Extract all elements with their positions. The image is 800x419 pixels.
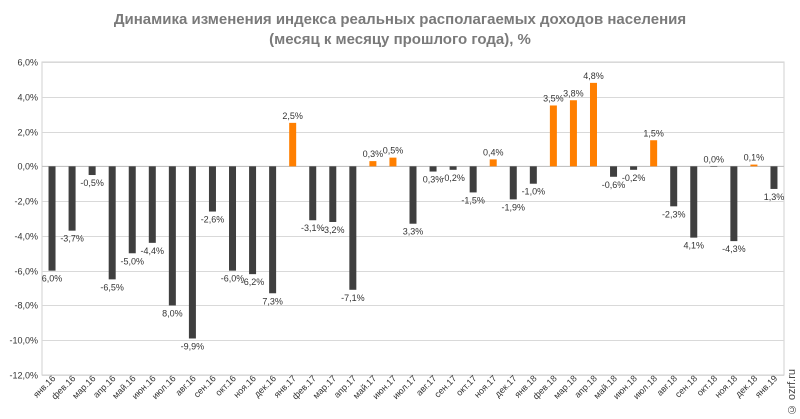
data-label: 0,4% [483,147,504,157]
bar [168,166,176,306]
y-tick-label: 6,0% [17,58,38,68]
data-label: -1,5% [461,195,485,205]
y-tick-label: -10,0% [9,336,38,346]
bar [489,159,497,167]
bar [650,140,658,167]
data-label: -2,3% [662,209,686,219]
x-tick-label: ноя.17 [472,373,498,399]
bar [148,166,156,243]
data-label: -3,7% [60,234,84,244]
bar [670,166,678,207]
bar [329,166,337,222]
data-label: 0,1% [744,153,765,163]
y-tick-label: 0,0% [17,162,38,172]
chart-title-line-1: Динамика изменения индекса реальных расп… [113,11,687,28]
bar [770,166,778,189]
data-label: -0,2% [622,173,646,183]
y-tick-label: -2,0% [14,197,38,207]
chart-title-line-2: (месяц к месяцу прошлого года), % [269,31,531,48]
bar [710,166,718,167]
bar [610,166,618,177]
bar [409,166,417,224]
bar [269,166,277,294]
y-tick-label: 2,0% [17,128,38,138]
bar [208,166,216,212]
bar [429,166,437,172]
data-label: 7,3% [262,296,283,306]
bar [349,166,357,290]
y-tick-label: -8,0% [14,301,38,311]
data-label: -6,5% [100,282,124,292]
data-label: -9,9% [181,341,205,351]
data-label: 1,3% [764,192,785,202]
bar [309,166,317,221]
data-label: 0,3% [423,175,444,185]
data-label: -1,9% [502,202,526,212]
x-tick-label: янв.19 [753,373,779,399]
y-tick-label: -6,0% [14,267,38,277]
y-tick-label: 4,0% [17,93,38,103]
bar [449,166,457,170]
bar [48,166,56,271]
bar [469,166,477,193]
data-label: -5,0% [120,256,144,266]
data-label: 8,0% [162,308,183,318]
data-label: -7,1% [341,293,365,303]
bar [249,166,257,275]
bar [289,122,297,167]
data-label: -6,2% [241,277,265,287]
bar [389,157,397,167]
data-label: 3,5% [543,93,564,103]
data-label: 2,5% [282,111,303,121]
data-label: 0,0% [704,154,725,164]
bar [229,166,237,271]
data-label: -6,0% [221,274,245,284]
data-label: 0,3% [363,149,384,159]
bar [730,166,738,242]
data-label: -0,6% [602,180,626,190]
bar [589,82,597,167]
data-label: 3,3% [403,227,424,237]
data-label: -4,4% [141,246,165,256]
bar [750,164,758,167]
data-label: -4,3% [722,244,746,254]
bar [88,166,96,176]
x-tick-label: сен.16 [192,373,218,399]
bar [549,105,557,167]
data-label: -0,2% [441,173,465,183]
data-label: -1,0% [522,187,546,197]
data-label: -0,5% [80,178,104,188]
bar [128,166,136,254]
bar [68,166,76,231]
x-tick-label: ноя.18 [713,373,739,399]
bar [509,166,517,200]
data-label: 4,1% [683,241,704,251]
bar [188,166,196,339]
data-label: 4,8% [583,71,604,81]
data-label: -2,6% [201,215,225,225]
bar [369,161,377,167]
bar [529,166,537,184]
bar [569,100,577,167]
y-tick-label: -4,0% [14,232,38,242]
x-tick-label: сен.18 [673,373,699,399]
x-tick-label: сен.17 [432,373,458,399]
y-tick-label: -12,0% [9,371,38,381]
bar [630,166,638,170]
bar [690,166,698,238]
data-label: 1,5% [643,128,664,138]
data-label: -3,2% [321,225,345,235]
x-tick-label: ноя.16 [232,373,258,399]
data-label: 0,5% [383,146,404,156]
data-label: 3,8% [563,88,584,98]
data-label: 6,0% [42,274,63,284]
chart-title: Динамика изменения индекса реальных расп… [0,10,800,50]
watermark: © ozrf.ru [786,368,798,415]
data-label: -3,1% [301,223,325,233]
bar [108,166,116,280]
